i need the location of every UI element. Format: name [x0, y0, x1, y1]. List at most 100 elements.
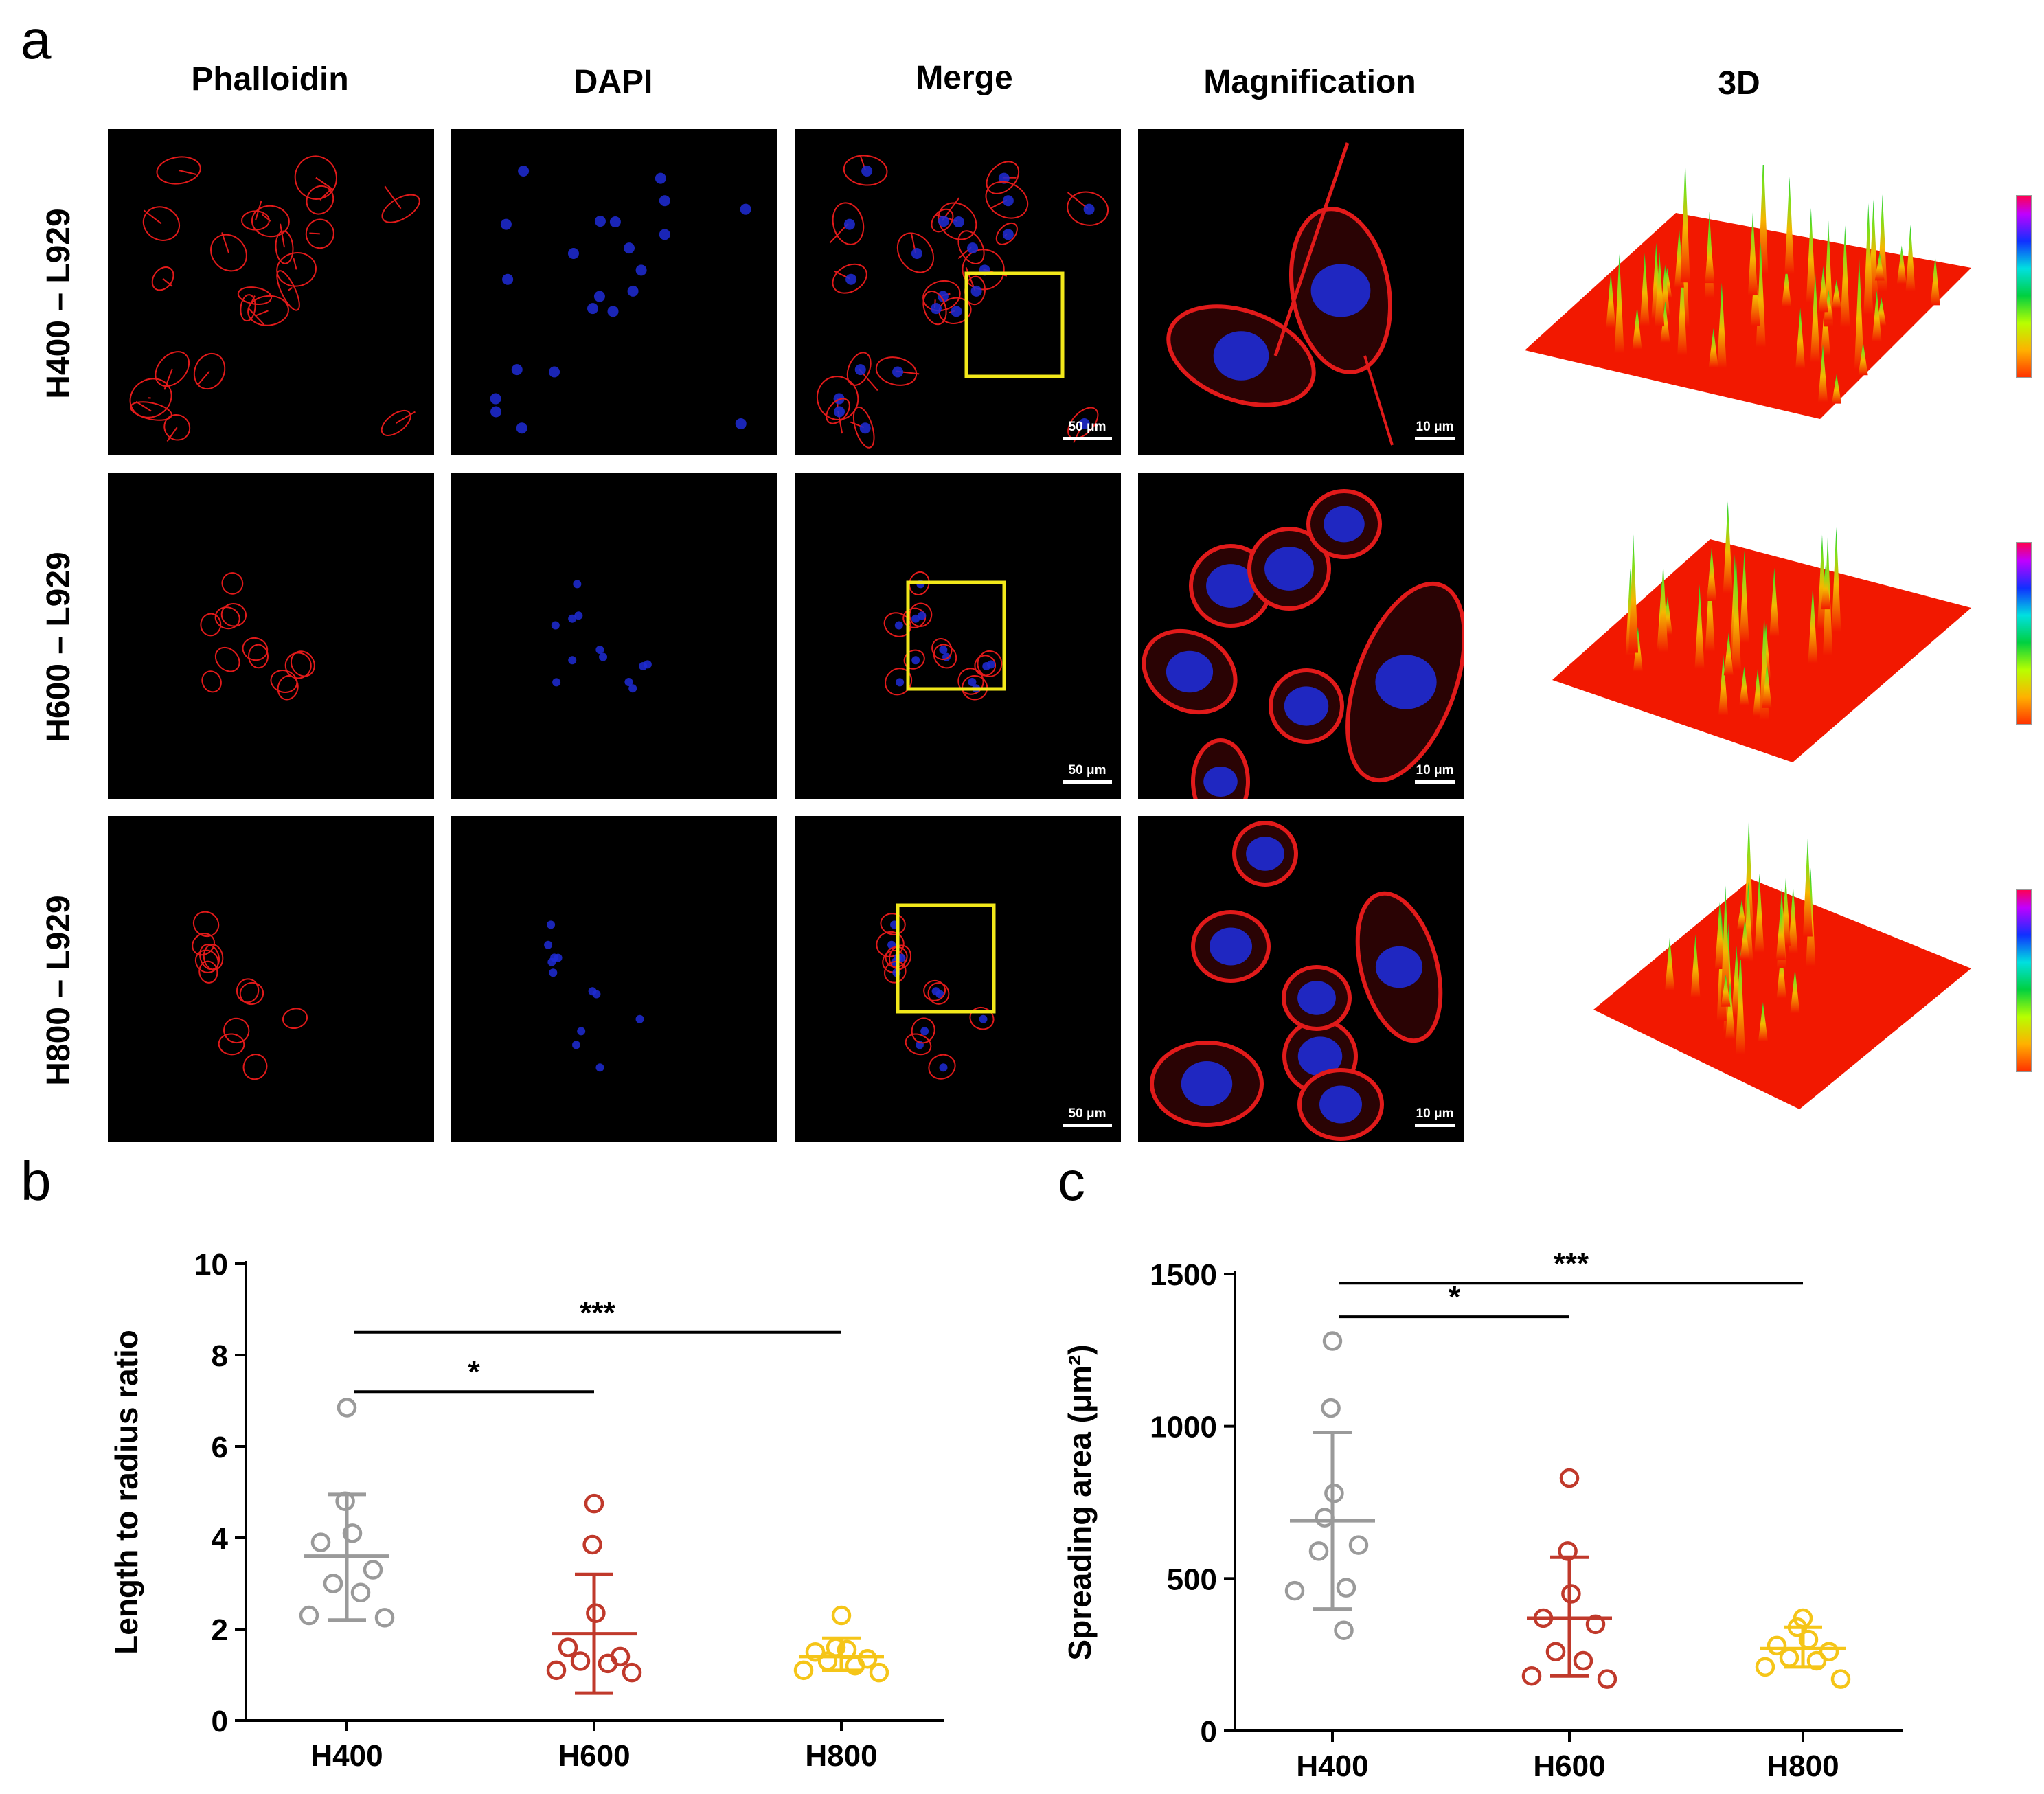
scalebar-h800-magnification: 10 μm [1415, 1106, 1455, 1127]
surface-spike [1863, 203, 1874, 315]
data-point [1585, 1614, 1606, 1635]
data-point [363, 1560, 383, 1580]
surface-spike [1905, 225, 1916, 291]
chart-length-radius: 0 2 4 6 8 10 Length to radius ratio H400 H600 H80… [109, 1248, 944, 1773]
data-point [335, 1491, 355, 1512]
scalebar-line [1415, 437, 1455, 440]
data-point [582, 1534, 602, 1555]
surface-spike [1769, 567, 1780, 637]
surface-spike [1721, 885, 1731, 1005]
scalebar-h600-merge: 50 μm [1063, 763, 1112, 784]
surface-spike [1784, 177, 1795, 274]
data-point [805, 1642, 826, 1662]
surface-spike [1725, 981, 1736, 1040]
surface-spike [1690, 934, 1701, 998]
data-point [342, 1523, 363, 1543]
row-label-h600: H600 – L929 [41, 552, 77, 742]
data-point [299, 1605, 319, 1626]
column-header-magnification: Magnification [1203, 64, 1416, 100]
data-point [1315, 1508, 1335, 1528]
scalebar-label: 50 μm [1068, 1106, 1106, 1121]
y-tick-label: 1500 [1150, 1258, 1217, 1292]
surface-spike [1896, 245, 1907, 284]
micrograph-h400-dapi [451, 129, 777, 455]
surface-spike [1824, 290, 1834, 322]
micrograph-h600-phalloidin [108, 473, 434, 799]
surface-spike [1810, 271, 1820, 363]
surface-spike [1740, 918, 1750, 960]
surface-spike [1723, 633, 1734, 676]
scalebar-h400-merge: 50 μm [1063, 420, 1112, 440]
data-point [1559, 1468, 1580, 1488]
surface-spike [1606, 272, 1616, 328]
x-tick-label: H400 [310, 1739, 383, 1773]
surface-spike [1628, 534, 1639, 653]
x-tick-label: H800 [1767, 1749, 1839, 1783]
y-tick-label: 4 [212, 1522, 229, 1556]
surface-spike [1831, 374, 1841, 404]
data-point [570, 1651, 591, 1671]
row-label-h800: H800 – L929 [41, 895, 77, 1086]
surface-spike [1747, 212, 1758, 295]
data-point [1819, 1642, 1839, 1661]
row-label-h400: H400 – L929 [41, 208, 77, 399]
surface-spike [1632, 306, 1642, 350]
data-point [1545, 1642, 1566, 1661]
data-point [584, 1493, 604, 1514]
surface-plane-h600 [1552, 539, 1971, 762]
significance-label: * [468, 1355, 480, 1389]
surface-spike [1739, 666, 1749, 705]
surface-plots-3d [1525, 165, 2032, 1109]
surface-spike [1744, 819, 1754, 935]
data-point [869, 1662, 889, 1683]
scalebar-label: 50 μm [1068, 420, 1106, 434]
column-header-merge: Merge [916, 60, 1013, 96]
data-point [1284, 1580, 1305, 1601]
significance-label: * [1449, 1280, 1461, 1314]
data-point [1830, 1669, 1851, 1689]
colorbar-h400 [2016, 195, 2032, 378]
scalebar-line [1063, 780, 1112, 784]
x-tick-label: H800 [805, 1739, 877, 1773]
data-point [622, 1662, 642, 1683]
data-point [793, 1660, 814, 1681]
surface-spike [1840, 225, 1850, 328]
micrograph-h800-phalloidin [108, 816, 434, 1142]
data-point [598, 1653, 618, 1674]
y-tick-label: 0 [1201, 1715, 1217, 1749]
x-tick-label: H600 [558, 1739, 630, 1773]
colorbar-h600 [2016, 542, 2032, 725]
data-point [1308, 1541, 1329, 1561]
surface-spike [1718, 655, 1729, 716]
surface-spike [1831, 279, 1841, 308]
data-point [1336, 1578, 1356, 1598]
surface-spike [1658, 563, 1668, 652]
data-point [558, 1637, 578, 1657]
surface-spike [1802, 838, 1813, 937]
surface-spike [1705, 560, 1715, 652]
data-point [831, 1605, 852, 1626]
surface-spike [1775, 905, 1786, 960]
surface-spike [1818, 266, 1828, 313]
y-tick-label: 1000 [1150, 1411, 1217, 1444]
surface-spike [1655, 251, 1665, 327]
surface-spike [1708, 328, 1718, 368]
y-tick-label: 10 [194, 1248, 228, 1282]
significance-label: *** [1554, 1247, 1589, 1280]
surface-spike [1716, 282, 1727, 368]
surface-spike [1806, 207, 1816, 302]
y-tick-label: 2 [212, 1613, 228, 1647]
data-point [1779, 1648, 1799, 1668]
surface-spike [1795, 307, 1806, 369]
scalebar-line [1415, 780, 1455, 784]
y-axis-label: Spreading area (μm²) [1062, 1344, 1098, 1660]
surface-spike [1721, 975, 1731, 1007]
surface-spike [1739, 550, 1749, 643]
surface-spike [1788, 885, 1798, 954]
data-point [845, 1655, 865, 1676]
data-point [1798, 1629, 1819, 1650]
micrograph-h600-magnification [1138, 473, 1464, 799]
micrograph-h600-merge [795, 473, 1121, 799]
data-point [1806, 1650, 1827, 1671]
surface-spike [1758, 165, 1769, 275]
